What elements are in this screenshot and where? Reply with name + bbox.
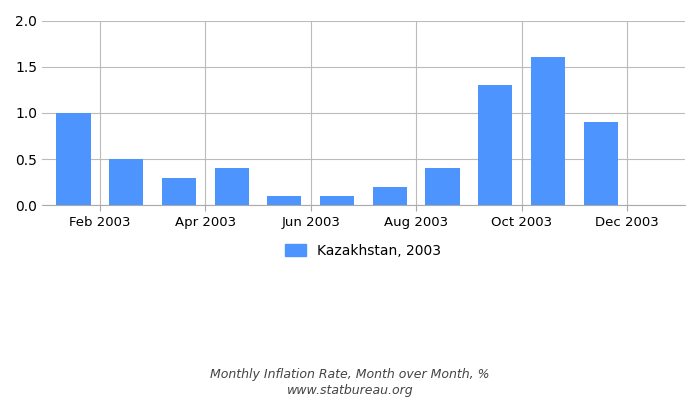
Legend: Kazakhstan, 2003: Kazakhstan, 2003	[286, 244, 442, 258]
Bar	[531, 58, 565, 205]
Bar	[478, 85, 512, 205]
Bar	[162, 178, 196, 205]
Text: Monthly Inflation Rate, Month over Month, %: Monthly Inflation Rate, Month over Month…	[210, 368, 490, 381]
Bar	[267, 196, 302, 205]
Bar	[426, 168, 460, 205]
Bar	[584, 122, 618, 205]
Text: www.statbureau.org: www.statbureau.org	[287, 384, 413, 397]
Bar	[320, 196, 354, 205]
Bar	[214, 168, 248, 205]
Bar	[57, 113, 90, 205]
Bar	[372, 187, 407, 205]
Bar	[109, 159, 144, 205]
